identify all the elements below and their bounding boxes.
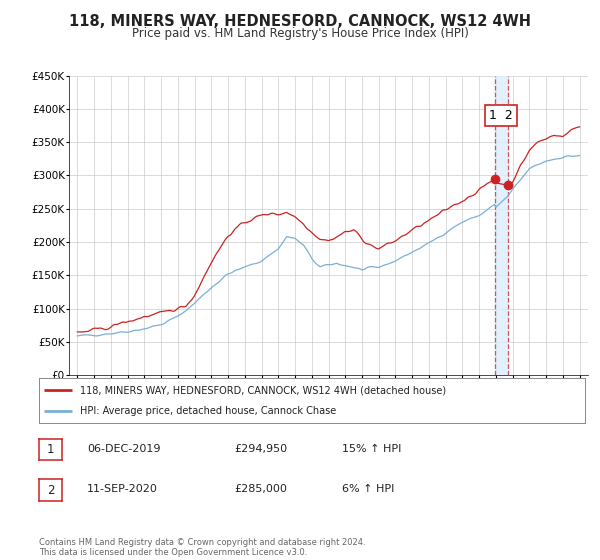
Text: 118, MINERS WAY, HEDNESFORD, CANNOCK, WS12 4WH: 118, MINERS WAY, HEDNESFORD, CANNOCK, WS… [69, 14, 531, 29]
Text: £294,950: £294,950 [234, 444, 287, 454]
Text: 06-DEC-2019: 06-DEC-2019 [87, 444, 161, 454]
Text: Price paid vs. HM Land Registry's House Price Index (HPI): Price paid vs. HM Land Registry's House … [131, 27, 469, 40]
Text: HPI: Average price, detached house, Cannock Chase: HPI: Average price, detached house, Cann… [80, 405, 336, 416]
Text: £285,000: £285,000 [234, 484, 287, 494]
Text: 11-SEP-2020: 11-SEP-2020 [87, 484, 158, 494]
Text: 1  2: 1 2 [489, 109, 513, 122]
Bar [494, 76, 508, 375]
Text: Contains HM Land Registry data © Crown copyright and database right 2024.
This d: Contains HM Land Registry data © Crown c… [39, 538, 365, 557]
Text: 1: 1 [47, 443, 54, 456]
Text: 118, MINERS WAY, HEDNESFORD, CANNOCK, WS12 4WH (detached house): 118, MINERS WAY, HEDNESFORD, CANNOCK, WS… [80, 385, 446, 395]
Text: 15% ↑ HPI: 15% ↑ HPI [342, 444, 401, 454]
Text: 2: 2 [47, 483, 54, 497]
Text: 6% ↑ HPI: 6% ↑ HPI [342, 484, 394, 494]
